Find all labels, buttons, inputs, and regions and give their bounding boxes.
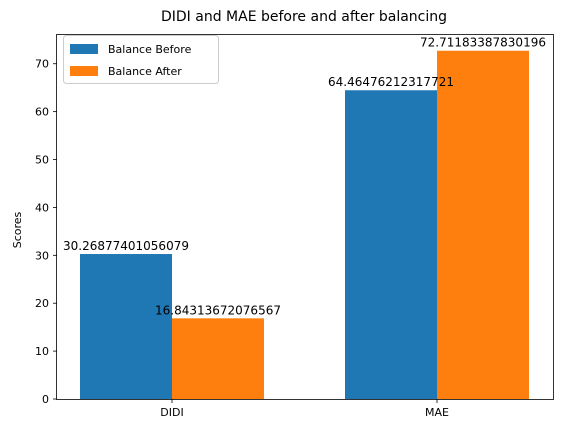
y-tick-label: 30 xyxy=(35,249,49,262)
y-tick-label: 60 xyxy=(35,106,49,119)
legend-label-series-1: Balance Before xyxy=(108,43,192,56)
data-label-didi-series-2: 16.84313672076567 xyxy=(155,303,281,317)
legend: Balance Before Balance After xyxy=(63,35,219,84)
bar-didi-series-2 xyxy=(172,318,264,399)
x-tick-label-didi: DIDI xyxy=(160,406,183,419)
y-tick-label: 20 xyxy=(35,297,49,310)
legend-label-series-2: Balance After xyxy=(108,65,182,78)
y-axis-label: Scores xyxy=(11,211,24,248)
legend-box xyxy=(63,35,219,84)
bar-mae-series-1 xyxy=(345,90,437,400)
x-axis-ticks: DIDI MAE xyxy=(160,399,449,419)
data-label-mae-series-1: 64.46476212317721 xyxy=(328,75,454,89)
y-tick-label: 0 xyxy=(42,393,49,406)
x-tick-label-mae: MAE xyxy=(425,406,449,419)
bar-mae-series-2 xyxy=(437,50,529,399)
legend-swatch-series-2 xyxy=(70,66,98,76)
y-tick-label: 50 xyxy=(35,154,49,167)
data-labels-group: 30.26877401056079 64.46476212317721 16.843… xyxy=(63,36,546,318)
legend-swatch-series-1 xyxy=(70,44,98,54)
data-label-didi-series-1: 30.26877401056079 xyxy=(63,239,189,253)
plot-area-frame xyxy=(56,34,554,400)
chart-title: DIDI and MAE before and after balancing xyxy=(161,9,447,25)
y-tick-label: 70 xyxy=(35,58,49,71)
y-axis-ticks: 0 10 20 30 40 50 60 70 xyxy=(35,58,57,406)
y-tick-label: 40 xyxy=(35,201,49,214)
data-label-mae-series-2: 72.71183387830196 xyxy=(420,36,546,50)
y-tick-label: 10 xyxy=(35,345,49,358)
bar-didi-series-1 xyxy=(80,254,172,399)
bars-group xyxy=(80,50,529,400)
